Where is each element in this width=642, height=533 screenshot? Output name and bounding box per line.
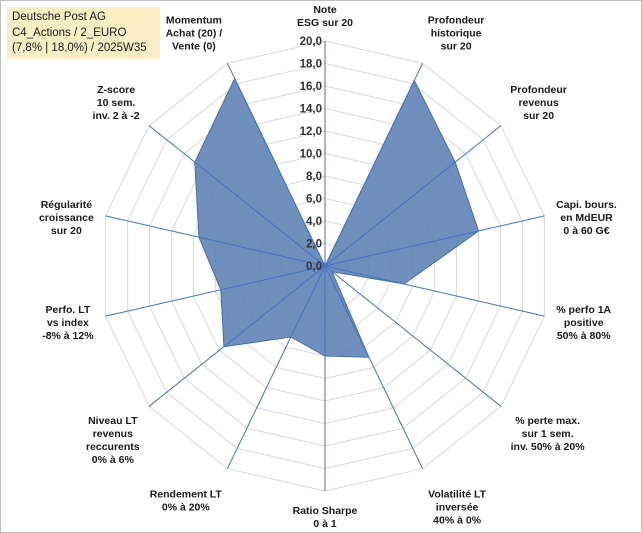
tick-label: 20,0 xyxy=(300,36,322,48)
data-area xyxy=(194,77,480,358)
tick-label: 14,0 xyxy=(300,104,322,116)
axis-label: Capi. bours. xyxy=(556,199,617,211)
axis-spoke xyxy=(324,215,545,267)
tick-label: 18,0 xyxy=(300,59,322,71)
axis-label: sur 1 sem. xyxy=(522,428,574,440)
axis-label: 0 à 60 G€ xyxy=(563,225,609,237)
tick-label: 12,0 xyxy=(300,126,322,138)
axis-label: sur 20 xyxy=(51,225,82,237)
axis-label: Vente (0) xyxy=(172,41,216,53)
title-period: (7,8% | 18,0%) / 2025W35 xyxy=(12,42,147,54)
axis-spoke xyxy=(324,125,502,267)
axis-label: 10 sem. xyxy=(97,97,136,109)
axis-label: Volatilité LT xyxy=(428,489,487,501)
axis-label: -8% à 12% xyxy=(42,330,94,342)
axis-label: inv. 50% à 20% xyxy=(511,441,586,453)
axis-label: Momentum xyxy=(166,15,222,27)
title-company: Deutsche Post AG xyxy=(12,11,106,23)
axis-label: Rendement LT xyxy=(150,489,223,501)
tick-label: 2,0 xyxy=(306,239,322,251)
axis-spoke xyxy=(226,265,326,469)
axis-spoke xyxy=(324,63,424,267)
axis-label: ESG sur 20 xyxy=(297,17,353,29)
axis-spoke xyxy=(324,265,545,317)
axis-label: positive xyxy=(564,317,604,329)
tick-label: 0,0 xyxy=(306,261,322,273)
axis-spoke xyxy=(324,265,502,407)
axis-label: Perfo. LT xyxy=(46,304,91,316)
tick-label: 4,0 xyxy=(306,216,322,228)
axis-label: revenus xyxy=(518,97,558,109)
tick-label: 10,0 xyxy=(300,149,322,161)
axis-label: inv. 2 à -2 xyxy=(93,110,140,122)
axis-label: 50% à 80% xyxy=(557,330,611,342)
axis-label: 40% à 0% xyxy=(433,515,482,527)
axis-label: Profondeur xyxy=(428,15,485,27)
axis-label: revenus xyxy=(93,428,133,440)
tick-label: 6,0 xyxy=(306,194,322,206)
axis-label: 0 à 1 xyxy=(313,518,337,530)
axis-spoke xyxy=(226,63,326,267)
axis-label: sur 20 xyxy=(441,41,472,53)
axis-label: Ratio Sharpe xyxy=(293,505,358,517)
axis-label: Achat (20) / xyxy=(166,28,223,40)
axis-label: 0% à 6% xyxy=(92,454,135,466)
title-category: C4_Actions / 2_EURO xyxy=(12,26,127,39)
axis-label: reccurents xyxy=(86,441,140,453)
tick-label: 16,0 xyxy=(300,81,322,93)
axis-label: % perfo 1A xyxy=(556,304,611,316)
axis-label: historique xyxy=(431,28,482,40)
axis-label: % perte max. xyxy=(515,415,580,427)
axis-label: croissance xyxy=(39,212,94,224)
axis-label: sur 20 xyxy=(523,110,554,122)
tick-label: 8,0 xyxy=(306,171,322,183)
axis-spoke xyxy=(324,265,424,469)
axis-label: Note xyxy=(313,4,336,16)
axis-label: 0% à 20% xyxy=(162,502,211,514)
axis-label: Niveau LT xyxy=(88,415,138,427)
axis-label: inversée xyxy=(436,502,479,514)
axis-label: Régularité xyxy=(41,199,93,211)
axis-spoke xyxy=(148,265,326,407)
axis-spoke xyxy=(105,265,326,317)
axis-label-group: % perte max.sur 1 sem.inv. 50% à 20% xyxy=(511,415,586,453)
axis-label: en MdEUR xyxy=(560,212,613,224)
axis-label: Profondeur xyxy=(510,84,567,96)
axis-label-group: Rendement LT0% à 20% xyxy=(150,489,223,514)
axis-spoke xyxy=(148,125,326,267)
axis-label: vs index xyxy=(47,317,89,329)
axis-spoke xyxy=(105,215,326,267)
chart-title-box: Deutsche Post AG C4_Actions / 2_EURO (7,… xyxy=(7,7,160,59)
axis-label: Z-score xyxy=(97,84,135,96)
